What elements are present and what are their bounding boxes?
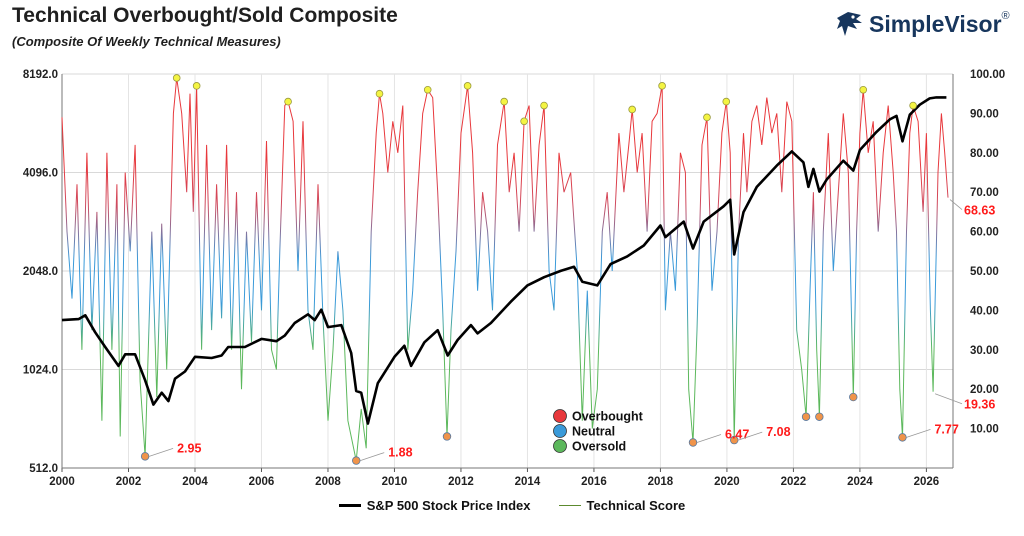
x-tick-label: 2024 [847,476,873,488]
legend-item-price: S&P 500 Stock Price Index [338,498,531,513]
series-legend: S&P 500 Stock Price Index Technical Scor… [0,498,1024,513]
oversold-marker [140,452,150,461]
oversold-marker [849,392,858,402]
overbought-marker [423,85,432,94]
callout-leader [934,393,963,405]
x-tick-label: 2026 [914,476,940,488]
x-tick-label: 2020 [714,476,740,488]
x-tick-label: 2004 [182,476,208,488]
overbought-marker [284,97,292,106]
left-tick-label: 1024.0 [23,365,58,377]
x-tick-label: 2008 [315,476,341,488]
callout-leader [360,452,385,461]
overbought-marker [192,82,201,90]
oversold-marker [815,412,824,421]
zone-legend-label: Overbought [572,410,644,424]
overbought-marker [172,74,181,82]
callout-leader [906,429,931,438]
oversold-marker [898,433,907,442]
left-tick-label: 8192.0 [23,69,58,81]
signal-markers [140,74,917,465]
callout-leader [738,431,763,441]
overbought-marker [463,82,472,90]
x-tick-label: 2010 [382,476,408,488]
left-tick-label: 2048.0 [23,266,58,278]
overbought-marker [658,82,666,90]
zone-legend-dot [553,439,567,453]
left-axis-ticks: 512.0 1024.0 2048.0 4096.0 8192.0 [23,69,58,475]
zone-legend-label: Neutral [572,425,615,439]
overbought-marker [859,85,868,94]
overbought-marker [520,117,528,126]
chart-subtitle: (Composite Of Weekly Technical Measures) [12,34,281,49]
right-tick-label: 100.00 [970,69,1005,81]
callout-label: 7.08 [766,425,790,439]
callout-leader [148,447,174,457]
legend-label-price: S&P 500 Stock Price Index [366,498,531,513]
overbought-marker [500,97,508,106]
x-tick-label: 2002 [116,476,142,488]
x-tick-label: 2016 [581,476,607,488]
left-tick-label: 512.0 [29,463,58,475]
right-tick-label: 50.00 [970,266,999,278]
overbought-marker [540,101,548,110]
legend-label-score: Technical Score [586,498,686,513]
brand-name: SimpleVisor [869,10,1002,37]
end-value-label: 68.63 [964,204,995,218]
overbought-marker [628,105,636,114]
technical-score-line [61,77,949,461]
legend-swatch-score [558,505,581,506]
brand-registered-mark: ® [1001,10,1010,22]
chart-title: Technical Overbought/Sold Composite [12,4,398,27]
brand-logo: SimpleVisor ® [834,8,1010,40]
overbought-marker [722,97,731,106]
right-tick-label: 90.00 [970,108,999,120]
right-tick-label: 60.00 [970,227,999,239]
zone-legend-dot [553,409,567,423]
right-axis-ticks: 10.00 20.00 30.00 40.00 50.00 60.00 70.00 80.00… [970,69,1005,436]
legend-swatch-price [338,504,361,507]
eagle-icon [837,12,862,36]
zone-legend-label: Oversold [572,440,626,454]
right-tick-label: 40.00 [970,305,999,317]
oversold-marker [442,432,452,441]
oversold-marker [688,438,698,447]
x-tick-label: 2022 [781,476,807,488]
end-value-label: 19.36 [964,398,995,412]
left-tick-label: 4096.0 [23,168,58,180]
callout-label: 6.47 [725,428,749,442]
callout-label: 7.77 [934,422,958,436]
callout-leader [696,434,722,443]
overbought-marker [909,101,917,110]
overbought-marker [375,89,384,98]
oversold-marker [730,435,739,445]
right-tick-label: 30.00 [970,345,999,357]
callout-label: 1.88 [388,446,412,460]
sp500-price-line [61,96,947,425]
x-axis-ticks: 2000 2002 2004 2006 2008 2010 2012 2014 2016 2018… [49,476,939,488]
oversold-marker [801,412,811,421]
right-tick-label: 20.00 [970,384,999,396]
x-tick-label: 2000 [49,476,75,488]
overbought-marker [703,113,711,122]
x-tick-label: 2014 [515,476,541,488]
x-tick-label: 2012 [448,476,474,488]
right-tick-label: 70.00 [970,187,999,199]
x-tick-label: 2006 [249,476,275,488]
zone-legend-dot [553,424,567,438]
right-tick-label: 10.00 [970,424,999,436]
value-callouts: 2.95 1.88 6.47 7.08 7.77 68.63 19.36 [148,199,995,461]
oversold-marker [352,456,361,465]
callout-label: 2.95 [177,441,201,455]
x-tick-label: 2018 [648,476,674,488]
callout-leader [949,199,963,210]
legend-item-score: Technical Score [558,498,686,513]
right-tick-label: 80.00 [970,148,999,160]
